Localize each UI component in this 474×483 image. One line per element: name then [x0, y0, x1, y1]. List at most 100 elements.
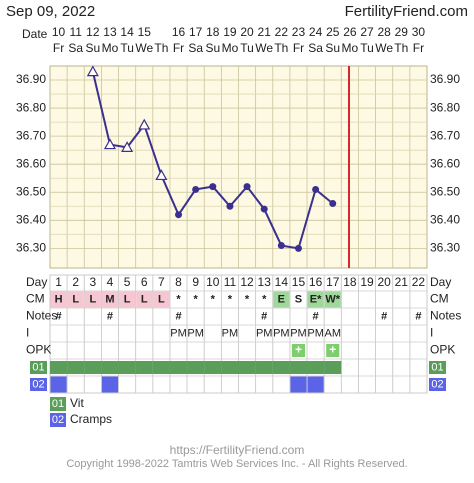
day-number: 10: [206, 275, 220, 289]
cm-cell: [153, 291, 170, 308]
cramps-cell: [101, 376, 119, 393]
note-mark: #: [415, 310, 421, 322]
vit-cell: [101, 361, 119, 374]
row-label: 01: [431, 361, 443, 373]
y2-tick-label: 36.60: [430, 156, 460, 170]
row-label: Day: [430, 275, 451, 289]
cm-value: L: [124, 293, 131, 305]
opk-cell: [291, 344, 306, 357]
cm-value: L: [72, 293, 79, 305]
weekday-label: Th: [154, 41, 168, 55]
row-label: I: [430, 326, 433, 340]
opk-value: +: [329, 343, 336, 357]
day-number: 21: [395, 275, 409, 289]
cm-value: L: [89, 293, 96, 305]
cm-cell: [324, 291, 341, 308]
day-number: 20: [377, 275, 391, 289]
date-label: 28: [377, 25, 391, 39]
row-label: Notes: [430, 309, 461, 323]
day-number: 22: [412, 275, 426, 289]
temperature-point: [103, 138, 116, 150]
vit-cell: [169, 361, 188, 374]
day-number: 13: [258, 275, 272, 289]
y2-tick-label: 36.70: [430, 128, 460, 142]
legend-code: 02: [52, 414, 64, 426]
day-number: 4: [107, 275, 114, 289]
cm-value: *: [211, 293, 216, 305]
site-name[interactable]: FertilityFriend.com: [345, 3, 468, 20]
row-label: 02: [431, 378, 443, 390]
cm-cell: [50, 291, 67, 308]
y2-tick-label: 36.40: [430, 212, 460, 226]
date-label: 19: [223, 25, 237, 39]
cm-cell: [119, 291, 136, 308]
weekday-label: We: [375, 41, 393, 55]
temperature-point: [312, 185, 320, 193]
temperature-point: [226, 202, 234, 210]
cramps-cell: [290, 376, 307, 393]
day-number: 6: [141, 275, 148, 289]
date-label: 20: [240, 25, 254, 39]
y-tick-label: 36.80: [16, 100, 46, 114]
weekday-label: We: [255, 41, 273, 55]
date-label: 16: [172, 25, 186, 39]
day-number: 5: [124, 275, 131, 289]
weekday-label: Tu: [240, 41, 254, 55]
vit-cell: [255, 361, 273, 374]
y-tick-label: 36.30: [16, 241, 46, 255]
intercourse-time: PM: [273, 327, 290, 339]
legend-swatch: [50, 413, 66, 427]
temperature-point: [86, 65, 99, 77]
vit-cell: [187, 361, 205, 374]
day-number: 12: [240, 275, 254, 289]
day-number: 3: [89, 275, 96, 289]
vit-cell: [289, 361, 308, 374]
opk-value: +: [295, 343, 302, 357]
intercourse-time: PM: [256, 327, 273, 339]
row-label: Day: [26, 275, 47, 289]
weekday-label: Sa: [308, 41, 323, 55]
opk-cell: [326, 344, 340, 357]
date-label: 25: [326, 25, 340, 39]
vit-cell: [50, 361, 68, 374]
date-label: 29: [395, 25, 409, 39]
date-label: 10: [52, 25, 66, 39]
y2-tick-label: 36.80: [430, 100, 460, 114]
vit-cell: [272, 361, 290, 374]
cm-value: L: [141, 293, 148, 305]
weekday-label: We: [135, 41, 153, 55]
cm-value: M: [105, 293, 114, 305]
footer-copyright: Copyright 1998-2022 Tamtris Web Services…: [66, 458, 407, 470]
cm-value: W*: [325, 293, 340, 305]
date-label: 24: [309, 25, 323, 39]
day-number: 16: [309, 275, 323, 289]
chart-date: Sep 09, 2022: [6, 3, 95, 20]
temperature-point: [175, 211, 183, 219]
weekday-label: Tu: [120, 41, 134, 55]
vit-cell: [238, 361, 256, 374]
date-label: 13: [103, 25, 117, 39]
row-label: CM: [26, 292, 45, 306]
date-label: 11: [69, 25, 82, 39]
temperature-point: [243, 183, 251, 191]
cm-cell: [136, 291, 153, 308]
day-number: 14: [275, 275, 289, 289]
row-label-box: [30, 361, 47, 374]
legend-code: 01: [52, 398, 64, 410]
temperature-point: [155, 169, 168, 181]
vit-cell: [307, 361, 325, 374]
cramps-cell: [307, 376, 324, 393]
day-number: 1: [55, 275, 62, 289]
cm-value: L: [158, 293, 165, 305]
vit-cell: [221, 361, 239, 374]
weekday-label: Mo: [342, 41, 359, 55]
y-tick-label: 36.70: [16, 128, 46, 142]
temperature-point: [277, 242, 285, 250]
footer-url[interactable]: https://FertilityFriend.com: [170, 443, 305, 457]
date-label: Date: [22, 27, 48, 41]
date-label: 12: [86, 25, 100, 39]
vit-cell: [152, 361, 170, 374]
cm-value: *: [245, 293, 250, 305]
note-mark: #: [313, 310, 319, 322]
y2-tick-label: 36.90: [430, 72, 460, 86]
